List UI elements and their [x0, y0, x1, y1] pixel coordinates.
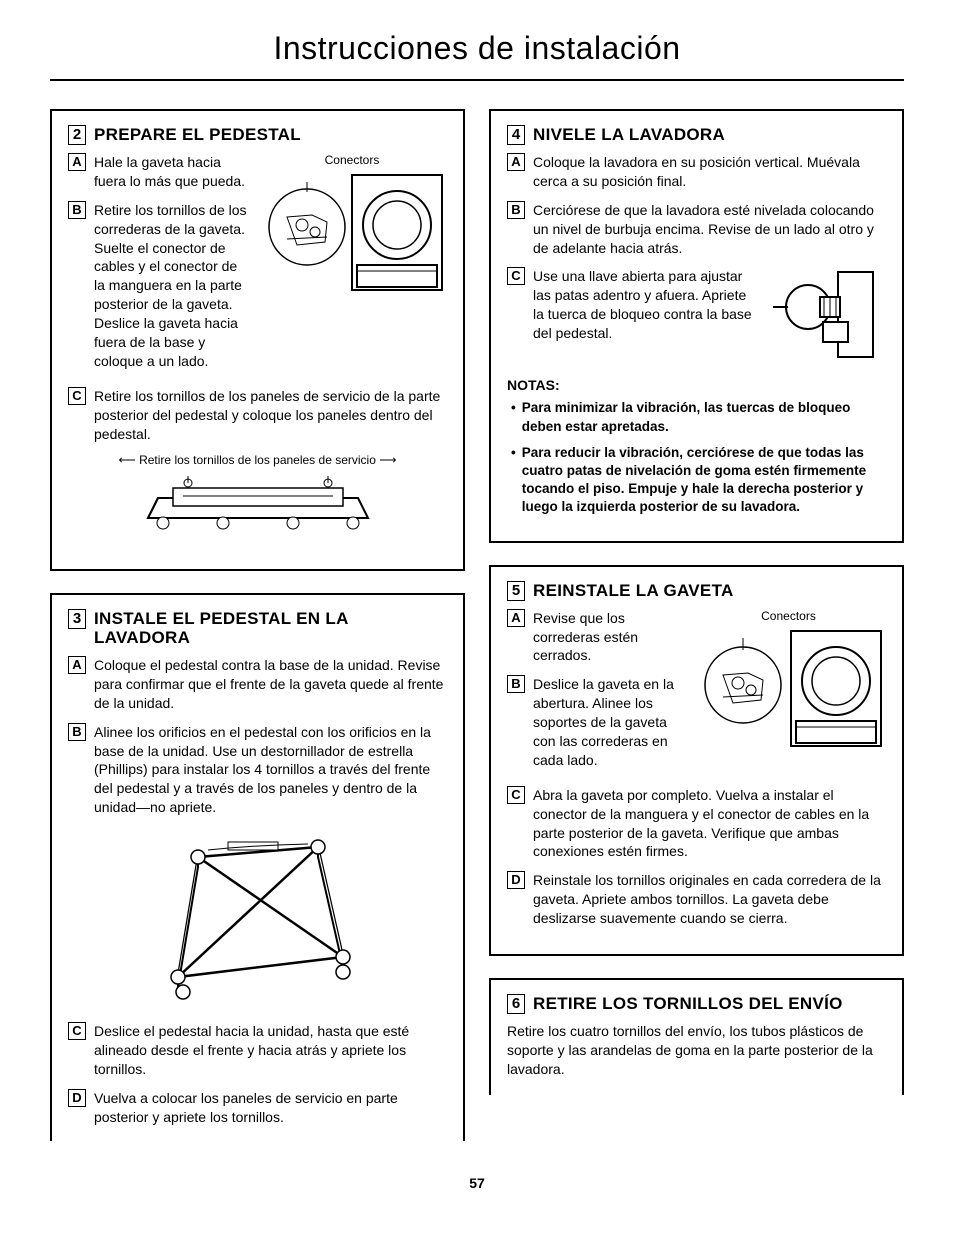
- left-column: 2 PREPARE EL PEDESTAL Conectors: [50, 109, 465, 1163]
- page-title: Instrucciones de instalación: [50, 30, 904, 81]
- step-3a: A Coloque el pedestal contra la base de …: [68, 656, 447, 713]
- note-1: • Para minimizar la vibración, las tuerc…: [507, 399, 886, 435]
- section-6: 6 RETIRE LOS TORNILLOS DEL ENVÍO Retire …: [489, 978, 904, 1095]
- step-letter: C: [507, 267, 525, 285]
- step-3b-text: Alinee los orificios en el pedestal con …: [94, 723, 447, 817]
- notes-label: NOTAS:: [507, 377, 886, 393]
- step-4a-text: Coloque la lavadora en su posición verti…: [533, 153, 886, 191]
- section-2-figure-1: Conectors: [257, 153, 447, 312]
- step-letter: D: [507, 871, 525, 889]
- step-letter: B: [507, 201, 525, 219]
- step-5c: C Abra la gaveta por completo. Vuelva a …: [507, 786, 886, 862]
- step-letter: C: [68, 387, 86, 405]
- step-letter: B: [507, 675, 525, 693]
- section-3-title: INSTALE EL PEDESTAL EN LA LAVADORA: [94, 609, 447, 648]
- drawer-reinstall-illustration: [691, 623, 886, 763]
- bullet-icon: •: [511, 399, 516, 435]
- washer-drawer-illustration: [257, 167, 447, 307]
- section-4: 4 NIVELE LA LAVADORA A Coloque la lavado…: [489, 109, 904, 543]
- section-5: 5 REINSTALE LA GAVETA Conectors: [489, 565, 904, 956]
- step-letter: B: [68, 723, 86, 741]
- section-6-text: Retire los cuatro tornillos del envío, l…: [507, 1022, 886, 1079]
- step-letter: A: [507, 609, 525, 627]
- step-4a: A Coloque la lavadora en su posición ver…: [507, 153, 886, 191]
- step-4c-text: Use una llave abierta para ajustar las p…: [533, 267, 878, 367]
- step-5d-text: Reinstale los tornillos originales en ca…: [533, 871, 886, 928]
- step-3b: B Alinee los orificios en el pedestal co…: [68, 723, 447, 817]
- right-column: 4 NIVELE LA LAVADORA A Coloque la lavado…: [489, 109, 904, 1163]
- section-3-header: 3 INSTALE EL PEDESTAL EN LA LAVADORA: [68, 609, 447, 648]
- step-3d: D Vuelva a colocar los paneles de servic…: [68, 1089, 447, 1127]
- section-5-header: 5 REINSTALE LA GAVETA: [507, 581, 886, 601]
- section-number-box: 4: [507, 125, 525, 145]
- note-2-text: Para reducir la vibración, cerciórese de…: [522, 444, 886, 517]
- step-3d-text: Vuelva a colocar los paneles de servicio…: [94, 1089, 447, 1127]
- step-3a-text: Coloque el pedestal contra la base de la…: [94, 656, 447, 713]
- section-4-header: 4 NIVELE LA LAVADORA: [507, 125, 886, 145]
- step-letter: A: [68, 656, 86, 674]
- step-letter: D: [68, 1089, 86, 1107]
- section-5-figure: Conectors: [691, 609, 886, 768]
- step-2b-text: Retire los tornillos de los correderas d…: [94, 201, 251, 371]
- step-3c-text: Deslice el pedestal hacia la unidad, has…: [94, 1022, 447, 1079]
- step-5b: B Deslice la gaveta en la abertura. Alin…: [507, 675, 685, 769]
- leveling-foot-illustration: [758, 267, 878, 362]
- section-3: 3 INSTALE EL PEDESTAL EN LA LAVADORA A C…: [50, 593, 465, 1141]
- step-5b-text: Deslice la gaveta en la abertura. Alinee…: [533, 675, 685, 769]
- step-3c: C Deslice el pedestal hacia la unidad, h…: [68, 1022, 447, 1079]
- note-1-text: Para minimizar la vibración, las tuercas…: [522, 399, 886, 435]
- section-2-title: PREPARE EL PEDESTAL: [94, 125, 301, 145]
- note-2: • Para reducir la vibración, cerciórese …: [507, 444, 886, 517]
- step-5a-text: Revise que los correderas estén cerrados…: [533, 609, 685, 666]
- section-4-figure: [758, 267, 878, 367]
- step-5d: D Reinstale los tornillos originales en …: [507, 871, 886, 928]
- section-2-figure-2: ⟵ Retire los tornillos de los paneles de…: [68, 453, 447, 542]
- step-2b: B Retire los tornillos de los correderas…: [68, 201, 251, 371]
- step-4b: B Cerciórese de que la lavadora esté niv…: [507, 201, 886, 258]
- content-columns: 2 PREPARE EL PEDESTAL Conectors: [50, 109, 904, 1163]
- section-number-box: 3: [68, 609, 86, 629]
- section-number-box: 5: [507, 581, 525, 601]
- pedestal-top-illustration: [143, 468, 373, 538]
- section-4-title: NIVELE LA LAVADORA: [533, 125, 725, 145]
- section-6-header: 6 RETIRE LOS TORNILLOS DEL ENVÍO: [507, 994, 886, 1014]
- step-2a: A Hale la gaveta hacia fuera lo más que …: [68, 153, 251, 191]
- section-2-header: 2 PREPARE EL PEDESTAL: [68, 125, 447, 145]
- step-letter: B: [68, 201, 86, 219]
- connectors-label: Conectors: [257, 153, 447, 167]
- section-2: 2 PREPARE EL PEDESTAL Conectors: [50, 109, 465, 571]
- step-5a: A Revise que los correderas estén cerrad…: [507, 609, 685, 666]
- page-number: 57: [50, 1175, 904, 1191]
- step-5c-text: Abra la gaveta por completo. Vuelva a in…: [533, 786, 886, 862]
- step-letter: A: [507, 153, 525, 171]
- step-letter: A: [68, 153, 86, 171]
- step-4b-text: Cerciórese de que la lavadora esté nivel…: [533, 201, 886, 258]
- step-2a-text: Hale la gaveta hacia fuera lo más que pu…: [94, 153, 251, 191]
- section-number-box: 6: [507, 994, 525, 1014]
- step-letter: C: [68, 1022, 86, 1040]
- step-letter: C: [507, 786, 525, 804]
- section-3-figure: [68, 827, 447, 1012]
- section-6-title: RETIRE LOS TORNILLOS DEL ENVÍO: [533, 994, 843, 1014]
- step-4c: C Use una lla: [507, 267, 886, 367]
- section-number-box: 2: [68, 125, 86, 145]
- pedestal-frame-illustration: [158, 827, 358, 1007]
- connectors-label: Conectors: [691, 609, 886, 623]
- step-2c-text: Retire los tornillos de los paneles de s…: [94, 387, 447, 444]
- step-2c: C Retire los tornillos de los paneles de…: [68, 387, 447, 444]
- arrow-right-icon: ⟶: [379, 453, 396, 467]
- bullet-icon: •: [511, 444, 516, 517]
- section-5-title: REINSTALE LA GAVETA: [533, 581, 734, 601]
- panel-screws-caption: ⟵ Retire los tornillos de los paneles de…: [68, 453, 447, 467]
- arrow-left-icon: ⟵: [119, 453, 140, 467]
